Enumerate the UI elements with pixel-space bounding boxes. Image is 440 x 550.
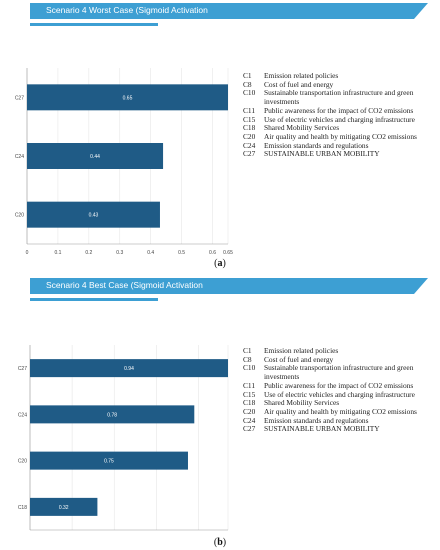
legend-code: C10	[243, 363, 256, 373]
bar-chart-best-case: 00.20.40.60.80.94C270.94C240.78C200.75C1…	[18, 345, 229, 531]
data-label: 0.75	[104, 459, 114, 465]
x-tick-label: 0.4	[147, 250, 154, 256]
legend-code: C18	[243, 398, 256, 408]
legend-code: C20	[243, 406, 256, 416]
legend-code: C10	[243, 88, 256, 98]
legend-description: Public awareness for the impact of CO2 e…	[264, 105, 414, 115]
data-label: 0.43	[89, 213, 99, 219]
legend-item: C27 SUSTAINABLE URBAN MOBILITY	[243, 150, 440, 159]
legend-description: SUSTAINABLE URBAN MOBILITY	[264, 149, 380, 159]
criteria-legend: C1 Emission related policies C8 Cost of fue…	[243, 71, 440, 159]
legend-description: SUSTAINABLE URBAN MOBILITY	[264, 424, 380, 434]
x-tick-label: 0.1	[54, 250, 61, 256]
banner-underline	[30, 23, 158, 26]
x-tick-label: 0.6	[209, 250, 216, 256]
x-tick-label: 0	[26, 250, 29, 256]
legend-description: Shared Mobility Services	[264, 398, 340, 408]
legend-item: C18 Shared Mobility Services	[243, 124, 440, 133]
legend-description: Emission standards and regulations	[264, 415, 369, 425]
banner-underline	[30, 298, 158, 301]
legend-item: C15 Use of electric vehicles and charging…	[243, 114, 440, 125]
chart-panel-a: Scenario 4 Worst Case (Sigmoid Activatio…	[0, 0, 440, 270]
legend-description: Emission related policies	[264, 346, 339, 355]
bar-c20	[30, 451, 188, 470]
bar-c20	[27, 201, 160, 228]
chart-title: Scenario 4 Best Case (Sigmoid Activation	[46, 280, 203, 290]
legend-code: C27	[243, 149, 256, 159]
legend-item: C11 Public awareness for the impact of CO…	[243, 105, 440, 116]
x-tick-label: 0.3	[116, 250, 123, 256]
legend-description: Emission standards and regulations	[264, 140, 369, 150]
legend-code: C20	[243, 131, 256, 141]
chart-title-banner: Scenario 4 Best Case (Sigmoid Activation	[30, 278, 430, 294]
legend-item: C24 Emission standards and regulations	[243, 415, 440, 426]
legend-item: C10 Sustainable transportation infrastruc…	[243, 363, 440, 382]
data-label: 0.78	[107, 412, 117, 418]
legend-code: C8	[243, 354, 252, 364]
bar-c27	[30, 359, 228, 378]
legend-description: Sustainable transportation infrastructur…	[264, 363, 414, 382]
data-label: 0.32	[59, 505, 69, 511]
legend-code: C27	[243, 424, 256, 434]
legend-code: C1	[243, 71, 252, 80]
legend-code: C11	[243, 380, 256, 390]
bar-c27	[27, 84, 228, 111]
bar-c18	[30, 497, 98, 516]
legend-description: Use of electric vehicles and charging in…	[264, 389, 415, 399]
legend-description: Sustainable transportation infrastructur…	[264, 88, 414, 107]
bar-c24	[30, 405, 195, 424]
legend-code: C15	[243, 114, 256, 124]
legend-code: C24	[243, 140, 256, 150]
y-tick-label: C27	[18, 366, 27, 372]
legend-code: C18	[243, 123, 256, 133]
y-tick-label: C27	[15, 95, 24, 101]
legend-item: C8 Cost of fuel and energy	[243, 354, 440, 365]
banner-shape	[30, 3, 428, 19]
data-label: 0.65	[123, 95, 133, 101]
y-tick-label: C20	[15, 213, 24, 219]
x-tick-label: 0.2	[85, 250, 92, 256]
legend-description: Air quality and health by mitigating CO2…	[264, 406, 417, 416]
legend-description: Use of electric vehicles and charging in…	[264, 114, 415, 124]
x-tick-label: 0.65	[223, 250, 233, 256]
legend-item: C24 Emission standards and regulations	[243, 140, 440, 151]
chart-panel-b: Scenario 4 Best Case (Sigmoid Activation…	[0, 275, 440, 548]
legend-item: C20 Air quality and health by mitigating …	[243, 406, 440, 417]
legend-description: Emission related policies	[264, 71, 339, 80]
legend-item: C15 Use of electric vehicles and charging…	[243, 389, 440, 400]
legend-description: Cost of fuel and energy	[264, 79, 334, 89]
legend-item: C1 Emission related policies	[243, 71, 440, 81]
panel-label-a: (a)	[214, 258, 226, 269]
legend-code: C8	[243, 79, 252, 89]
legend-description: Public awareness for the impact of CO2 e…	[264, 380, 414, 390]
legend-code: C11	[243, 105, 256, 115]
legend-item: C11 Public awareness for the impact of CO…	[243, 380, 440, 391]
banner-shape	[30, 278, 428, 294]
y-tick-label: C18	[18, 505, 27, 511]
y-tick-label: C24	[18, 412, 27, 418]
legend-code: C1	[243, 346, 252, 355]
legend-description: Cost of fuel and energy	[264, 354, 334, 364]
legend-item: C1 Emission related policies	[243, 346, 440, 356]
legend-description: Air quality and health by mitigating CO2…	[264, 131, 417, 141]
legend-item: C27 SUSTAINABLE URBAN MOBILITY	[243, 425, 440, 434]
data-label: 0.94	[124, 366, 134, 372]
legend-code: C24	[243, 415, 256, 425]
bar-c24	[27, 143, 164, 169]
legend-item: C18 Shared Mobility Services	[243, 399, 440, 408]
criteria-legend: C1 Emission related policies C8 Cost of fue…	[243, 346, 440, 434]
legend-description: Shared Mobility Services	[264, 123, 340, 133]
y-tick-label: C24	[15, 154, 24, 160]
legend-item: C20 Air quality and health by mitigating …	[243, 131, 440, 142]
data-label: 0.44	[90, 154, 100, 160]
chart-title: Scenario 4 Worst Case (Sigmoid Activatio…	[46, 5, 208, 15]
x-tick-label: 0.5	[178, 250, 185, 256]
y-tick-label: C20	[18, 459, 27, 465]
legend-code: C15	[243, 389, 256, 399]
chart-title-banner: Scenario 4 Worst Case (Sigmoid Activatio…	[30, 3, 430, 19]
bar-chart-worst-case: 0 0.1 0.2 0.3 0.4 0.5 0.6 0.65 C27 0.65 C24 0.44 C20…	[15, 68, 233, 256]
legend-item: C10 Sustainable transportation infrastruc…	[243, 88, 440, 107]
legend-item: C8 Cost of fuel and energy	[243, 79, 440, 90]
panel-label-b: (b)	[213, 537, 227, 548]
